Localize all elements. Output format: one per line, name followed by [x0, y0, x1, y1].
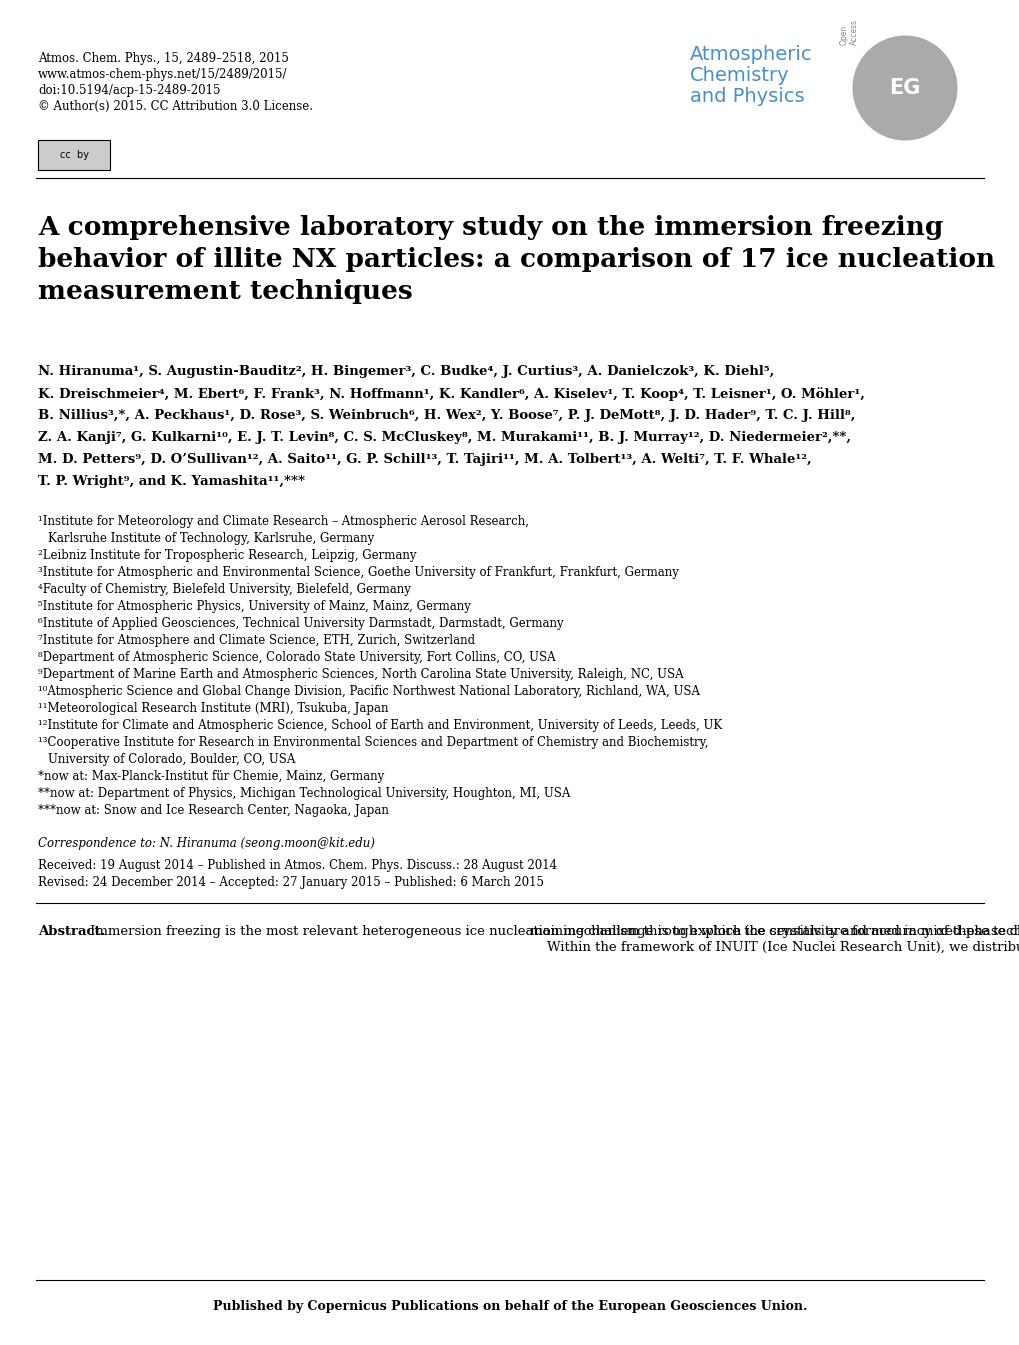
- Text: Karlsruhe Institute of Technology, Karlsruhe, Germany: Karlsruhe Institute of Technology, Karls…: [48, 533, 374, 545]
- Text: Chemistry: Chemistry: [689, 66, 789, 85]
- Text: Immersion freezing is the most relevant heterogeneous ice nucleation mechanism t: Immersion freezing is the most relevant …: [90, 925, 1019, 937]
- Text: N. Hiranuma¹, S. Augustin-Bauditz², H. Bingemer³, C. Budke⁴, J. Curtius³, A. Dan: N. Hiranuma¹, S. Augustin-Bauditz², H. B…: [38, 364, 773, 378]
- Text: ⁸Department of Atmospheric Science, Colorado State University, Fort Collins, CO,: ⁸Department of Atmospheric Science, Colo…: [38, 651, 555, 664]
- Text: ¹²Institute for Climate and Atmospheric Science, School of Earth and Environment: ¹²Institute for Climate and Atmospheric …: [38, 720, 721, 732]
- Text: ⁹Department of Marine Earth and Atmospheric Sciences, North Carolina State Unive: ⁹Department of Marine Earth and Atmosphe…: [38, 668, 683, 681]
- Text: M. D. Petters⁹, D. O’Sullivan¹², A. Saito¹¹, G. P. Schill¹³, T. Tajiri¹¹, M. A. : M. D. Petters⁹, D. O’Sullivan¹², A. Sait…: [38, 453, 811, 465]
- Text: ¹Institute for Meteorology and Climate Research – Atmospheric Aerosol Research,: ¹Institute for Meteorology and Climate R…: [38, 515, 529, 529]
- Text: ¹⁰Atmospheric Science and Global Change Division, Pacific Northwest National Lab: ¹⁰Atmospheric Science and Global Change …: [38, 685, 699, 698]
- Text: www.atmos-chem-phys.net/15/2489/2015/: www.atmos-chem-phys.net/15/2489/2015/: [38, 69, 287, 81]
- Text: T. P. Wright⁹, and K. Yamashita¹¹,***: T. P. Wright⁹, and K. Yamashita¹¹,***: [38, 475, 305, 488]
- Text: Correspondence to: N. Hiranuma (seong.moon@kit.edu): Correspondence to: N. Hiranuma (seong.mo…: [38, 837, 375, 850]
- Text: Received: 19 August 2014 – Published in Atmos. Chem. Phys. Discuss.: 28 August 2: Received: 19 August 2014 – Published in …: [38, 859, 556, 872]
- Text: University of Colorado, Boulder, CO, USA: University of Colorado, Boulder, CO, USA: [48, 753, 296, 767]
- Text: cc  by: cc by: [60, 151, 90, 160]
- Text: ⁴Faculty of Chemistry, Bielefeld University, Bielefeld, Germany: ⁴Faculty of Chemistry, Bielefeld Univers…: [38, 582, 411, 596]
- Text: ⁷Institute for Atmosphere and Climate Science, ETH, Zurich, Switzerland: ⁷Institute for Atmosphere and Climate Sc…: [38, 633, 475, 647]
- Text: ¹³Cooperative Institute for Research in Environmental Sciences and Department of: ¹³Cooperative Institute for Research in …: [38, 736, 708, 749]
- Text: ¹¹Meteorological Research Institute (MRI), Tsukuba, Japan: ¹¹Meteorological Research Institute (MRI…: [38, 702, 388, 716]
- Text: ***now at: Snow and Ice Research Center, Nagaoka, Japan: ***now at: Snow and Ice Research Center,…: [38, 804, 388, 816]
- Text: ²Leibniz Institute for Tropospheric Research, Leipzig, Germany: ²Leibniz Institute for Tropospheric Rese…: [38, 549, 416, 562]
- Text: © Author(s) 2015. CC Attribution 3.0 License.: © Author(s) 2015. CC Attribution 3.0 Lic…: [38, 100, 313, 113]
- Text: Atmospheric: Atmospheric: [689, 44, 812, 65]
- Text: Published by Copernicus Publications on behalf of the European Geosciences Union: Published by Copernicus Publications on …: [213, 1301, 806, 1313]
- Text: Revised: 24 December 2014 – Accepted: 27 January 2015 – Published: 6 March 2015: Revised: 24 December 2014 – Accepted: 27…: [38, 876, 543, 889]
- Text: Open
Access: Open Access: [840, 19, 859, 44]
- Text: doi:10.5194/acp-15-2489-2015: doi:10.5194/acp-15-2489-2015: [38, 83, 220, 97]
- Text: K. Dreischmeier⁴, M. Ebert⁶, F. Frank³, N. Hoffmann¹, K. Kandler⁶, A. Kiselev¹, : K. Dreischmeier⁴, M. Ebert⁶, F. Frank³, …: [38, 387, 864, 401]
- Text: ⁵Institute for Atmospheric Physics, University of Mainz, Mainz, Germany: ⁵Institute for Atmospheric Physics, Univ…: [38, 600, 471, 613]
- Text: ³Institute for Atmospheric and Environmental Science, Goethe University of Frank: ³Institute for Atmospheric and Environme…: [38, 566, 679, 578]
- Text: **now at: Department of Physics, Michigan Technological University, Houghton, MI: **now at: Department of Physics, Michiga…: [38, 787, 570, 800]
- Text: ⁶Institute of Applied Geosciences, Technical University Darmstadt, Darmstadt, Ge: ⁶Institute of Applied Geosciences, Techn…: [38, 617, 564, 629]
- Text: A comprehensive laboratory study on the immersion freezing
behavior of illite NX: A comprehensive laboratory study on the …: [38, 215, 995, 304]
- Text: Atmos. Chem. Phys., 15, 2489–2518, 2015: Atmos. Chem. Phys., 15, 2489–2518, 2015: [38, 52, 288, 65]
- Text: Z. A. Kanji⁷, G. Kulkarni¹⁰, E. J. T. Levin⁸, C. S. McCluskey⁸, M. Murakami¹¹, B: Z. A. Kanji⁷, G. Kulkarni¹⁰, E. J. T. Le…: [38, 430, 850, 444]
- Text: and Physics: and Physics: [689, 87, 804, 106]
- Text: B. Nillius³,*, A. Peckhaus¹, D. Rose³, S. Weinbruch⁶, H. Wex², Y. Boose⁷, P. J. : B. Nillius³,*, A. Peckhaus¹, D. Rose³, S…: [38, 409, 855, 422]
- Text: *now at: Max-Planck-Institut für Chemie, Mainz, Germany: *now at: Max-Planck-Institut für Chemie,…: [38, 769, 384, 783]
- Text: EG: EG: [889, 78, 920, 98]
- Text: Abstract.: Abstract.: [38, 925, 105, 937]
- Text: maining challenge is to explore the sensitivity and accuracy of these techniques: maining challenge is to explore the sens…: [530, 925, 1019, 955]
